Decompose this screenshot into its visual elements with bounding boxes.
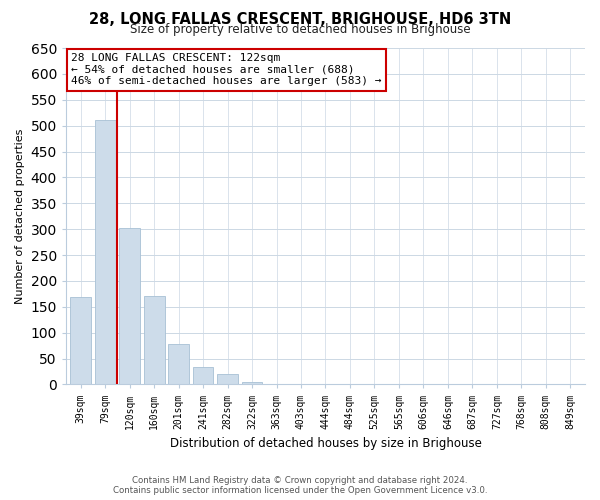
Bar — [193, 368, 214, 384]
Y-axis label: Number of detached properties: Number of detached properties — [15, 128, 25, 304]
Bar — [143, 296, 164, 384]
Bar — [168, 344, 189, 385]
X-axis label: Distribution of detached houses by size in Brighouse: Distribution of detached houses by size … — [170, 437, 481, 450]
Bar — [95, 120, 116, 384]
Text: 28 LONG FALLAS CRESCENT: 122sqm
← 54% of detached houses are smaller (688)
46% o: 28 LONG FALLAS CRESCENT: 122sqm ← 54% of… — [71, 53, 382, 86]
Text: 28, LONG FALLAS CRESCENT, BRIGHOUSE, HD6 3TN: 28, LONG FALLAS CRESCENT, BRIGHOUSE, HD6… — [89, 12, 511, 28]
Bar — [70, 298, 91, 384]
Text: Contains HM Land Registry data © Crown copyright and database right 2024.
Contai: Contains HM Land Registry data © Crown c… — [113, 476, 487, 495]
Text: Size of property relative to detached houses in Brighouse: Size of property relative to detached ho… — [130, 22, 470, 36]
Bar — [217, 374, 238, 384]
Bar — [242, 382, 262, 384]
Bar — [119, 228, 140, 384]
